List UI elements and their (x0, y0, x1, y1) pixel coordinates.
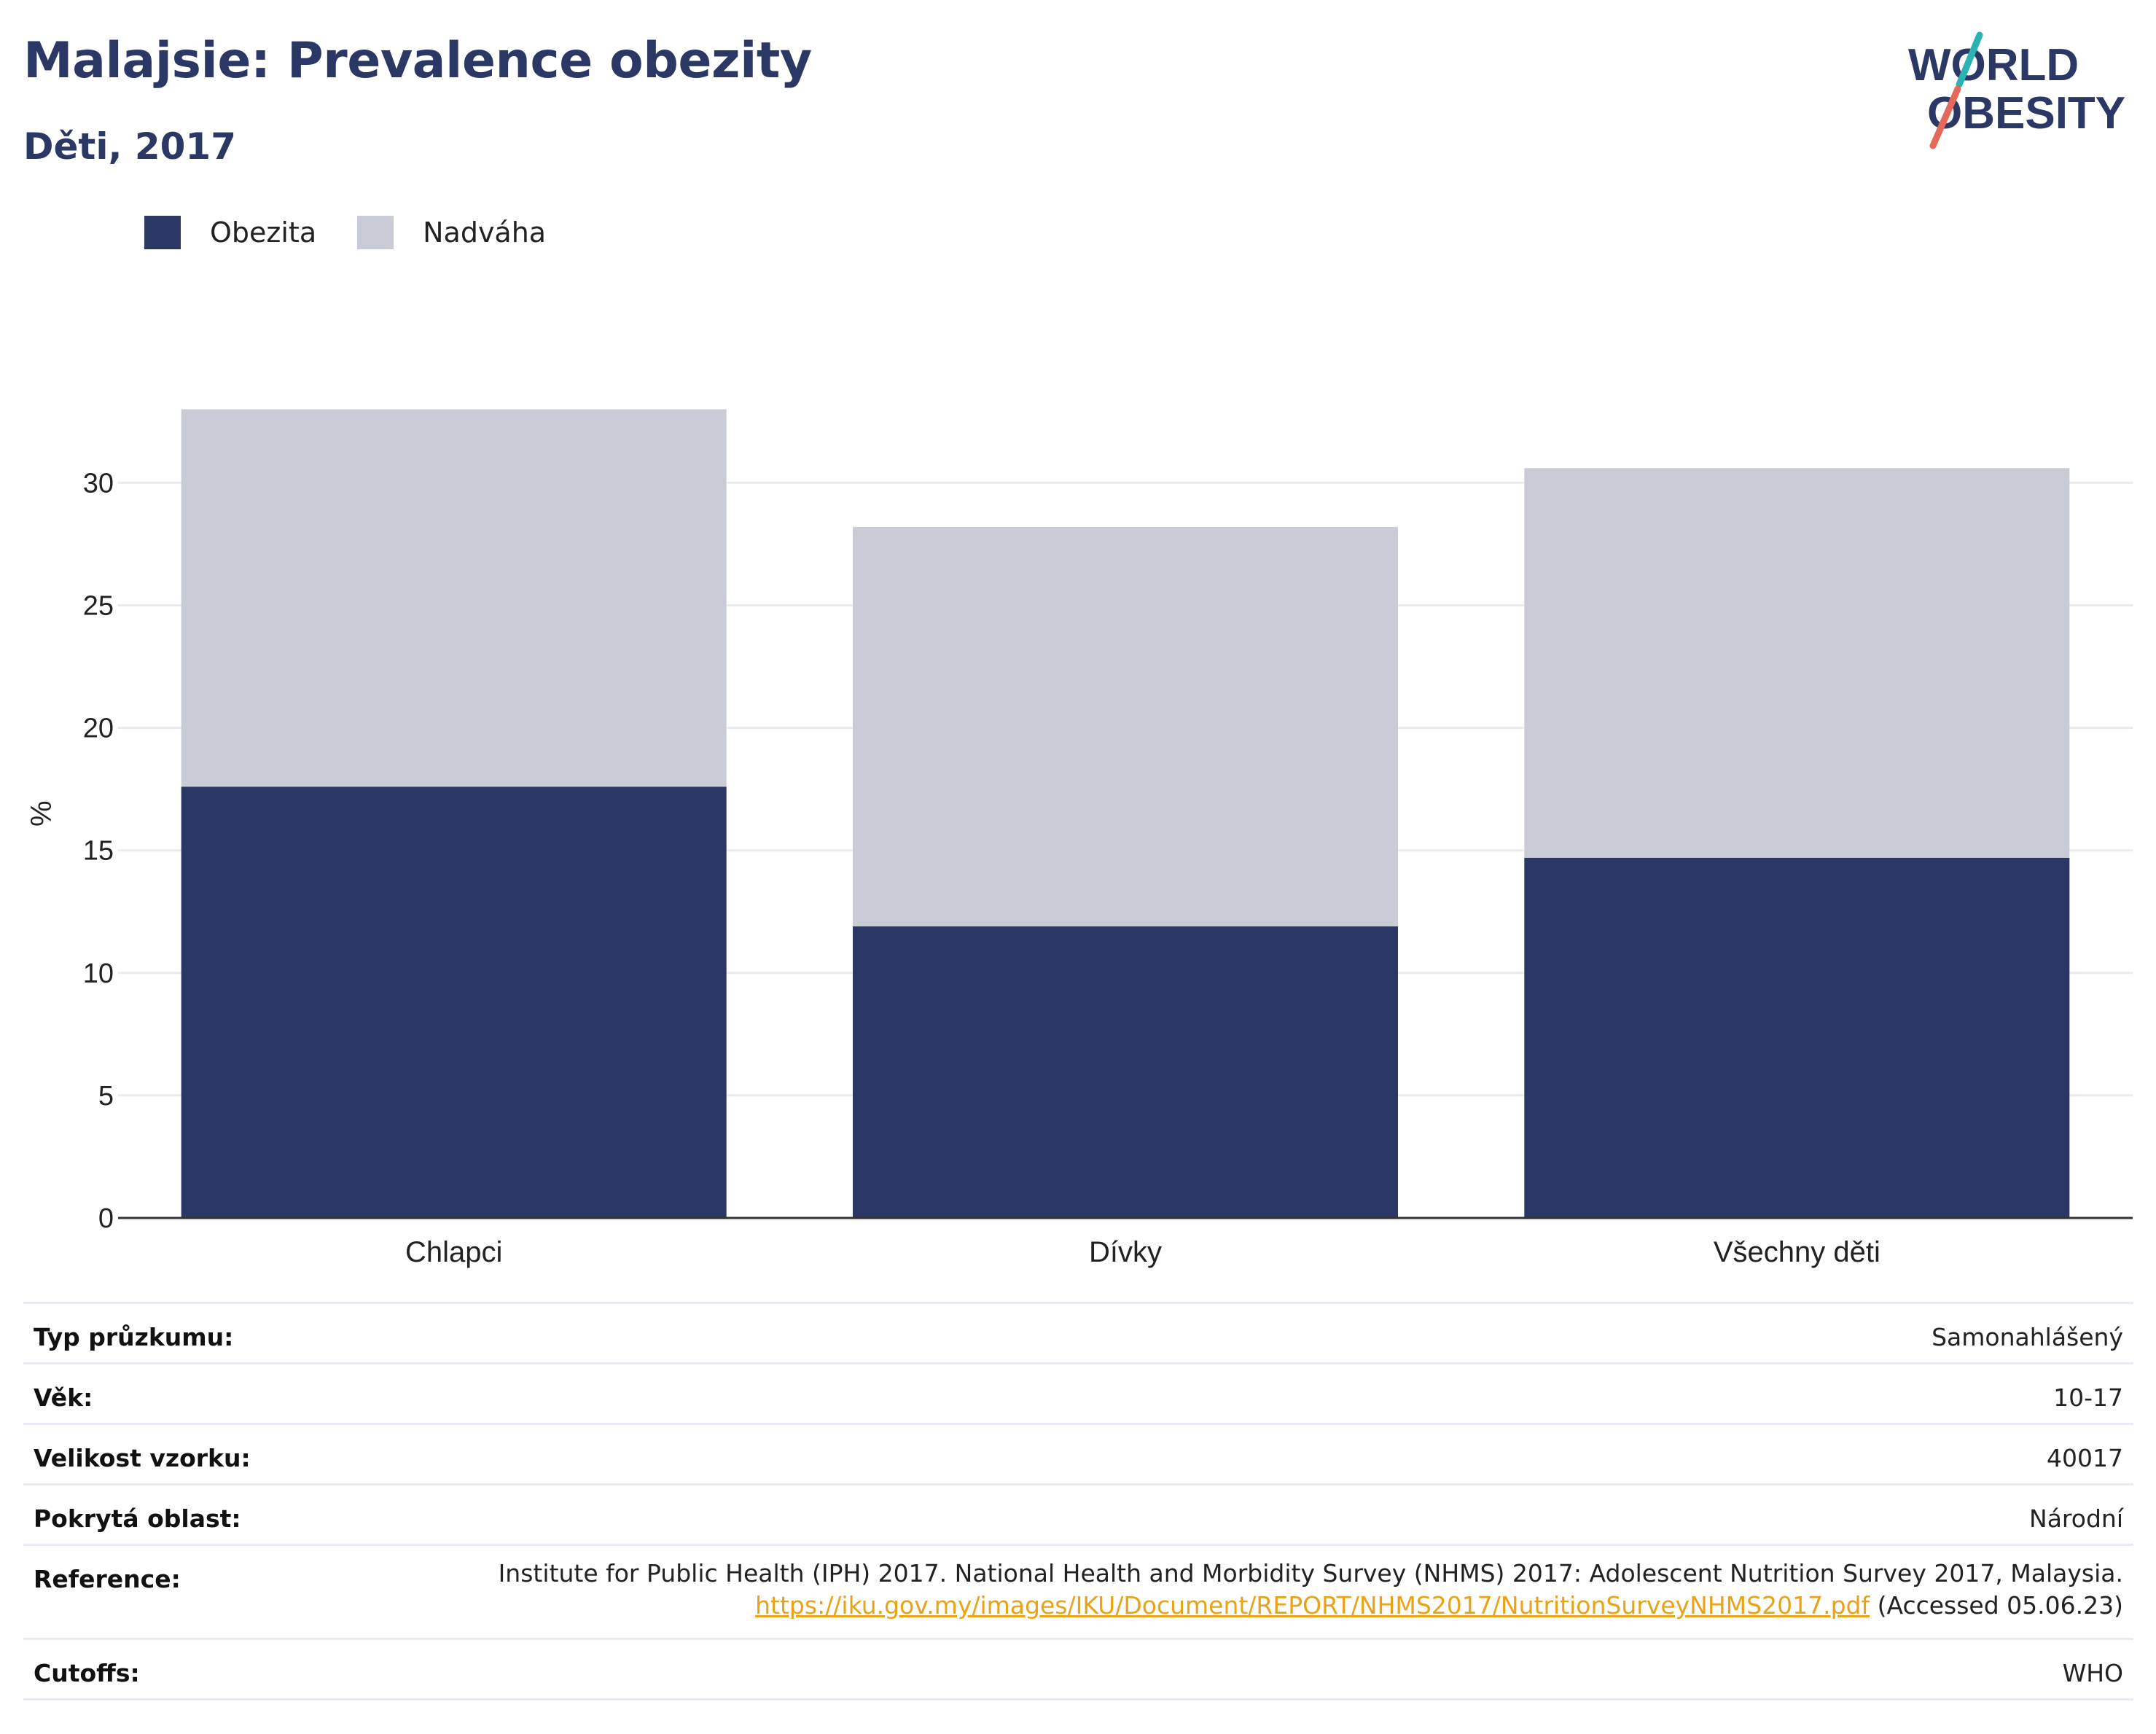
bar-obezita-1 (181, 786, 727, 1218)
bar-nadvaha-1 (181, 409, 727, 787)
info-label: Typ průzkumu: (23, 1302, 306, 1364)
info-value: Národní (306, 1483, 2133, 1545)
info-label: Velikost vzorku: (23, 1423, 306, 1485)
logo-text-world: WORLD (1908, 40, 2079, 90)
info-label: Věk: (23, 1362, 306, 1424)
legend-label-obezita: Obezita (210, 216, 317, 249)
bar-nadvaha-2 (853, 526, 1398, 926)
info-label: Cutoffs: (23, 1638, 306, 1700)
survey-info-table: Typ průzkumu: Samonahlášený Věk: 10-17 V… (23, 1302, 2133, 1700)
logo-slash-bottom (1929, 85, 1961, 149)
page-subtitle: Děti, 2017 (23, 125, 237, 168)
legend-item-obezita[interactable]: Obezita (144, 216, 316, 249)
y-tick-label: 30 (83, 468, 114, 499)
y-tick-label: 25 (83, 591, 114, 622)
x-tick-label: Dívky (1089, 1236, 1162, 1268)
info-row-reference: Reference: Institute for Public Health (… (23, 1544, 2133, 1639)
y-tick-label: 0 (98, 1203, 114, 1234)
x-tick-label: Všechny děti (1714, 1236, 1880, 1268)
reference-text: Institute for Public Health (IPH) 2017. … (498, 1559, 2123, 1587)
info-value: 10-17 (306, 1362, 2133, 1424)
info-value: Samonahlášený (306, 1302, 2133, 1364)
chart-legend: Obezita Nadváha (144, 216, 587, 249)
reference-link[interactable]: https://iku.gov.my/images/IKU/Document/R… (755, 1591, 1870, 1620)
y-axis-label: % (26, 800, 58, 827)
info-label: Pokrytá oblast: (23, 1483, 306, 1545)
logo-slash-top (1956, 31, 1983, 88)
page-title: Malajsie: Prevalence obezity (23, 32, 812, 90)
legend-swatch-obezita (144, 216, 181, 249)
y-tick-label: 10 (83, 958, 114, 989)
y-tick-label: 15 (83, 836, 114, 867)
legend-item-nadvaha[interactable]: Nadváha (357, 216, 546, 249)
y-tick-label: 20 (83, 714, 114, 744)
info-value-reference: Institute for Public Health (IPH) 2017. … (306, 1544, 2133, 1639)
info-row-area: Pokrytá oblast: Národní (23, 1483, 2133, 1545)
x-tick-label: Chlapci (405, 1236, 502, 1268)
stacked-bar-chart: 0 5 10 15 20 25 30% Chlapci Dívky Všechny děti (26, 409, 2133, 1268)
bar-nadvaha-3 (1524, 468, 2070, 858)
info-row-age: Věk: 10-17 (23, 1362, 2133, 1424)
info-value: WHO (306, 1638, 2133, 1700)
y-tick-label: 5 (98, 1081, 114, 1112)
bar-obezita-3 (1524, 857, 2070, 1218)
logo-text-obesity: OBESITY (1927, 88, 2125, 138)
world-obesity-logo: WORLD OBESITY (1908, 31, 2125, 149)
bar-obezita-2 (853, 926, 1398, 1218)
info-row-sample-size: Velikost vzorku: 40017 (23, 1423, 2133, 1485)
info-value: 40017 (306, 1423, 2133, 1485)
legend-swatch-nadvaha (357, 216, 394, 249)
info-row-cutoffs: Cutoffs: WHO (23, 1638, 2133, 1700)
reference-accessed: (Accessed 05.06.23) (1870, 1591, 2123, 1620)
info-row-survey-type: Typ průzkumu: Samonahlášený (23, 1302, 2133, 1364)
legend-label-nadvaha: Nadváha (423, 216, 547, 249)
info-label: Reference: (23, 1544, 306, 1639)
